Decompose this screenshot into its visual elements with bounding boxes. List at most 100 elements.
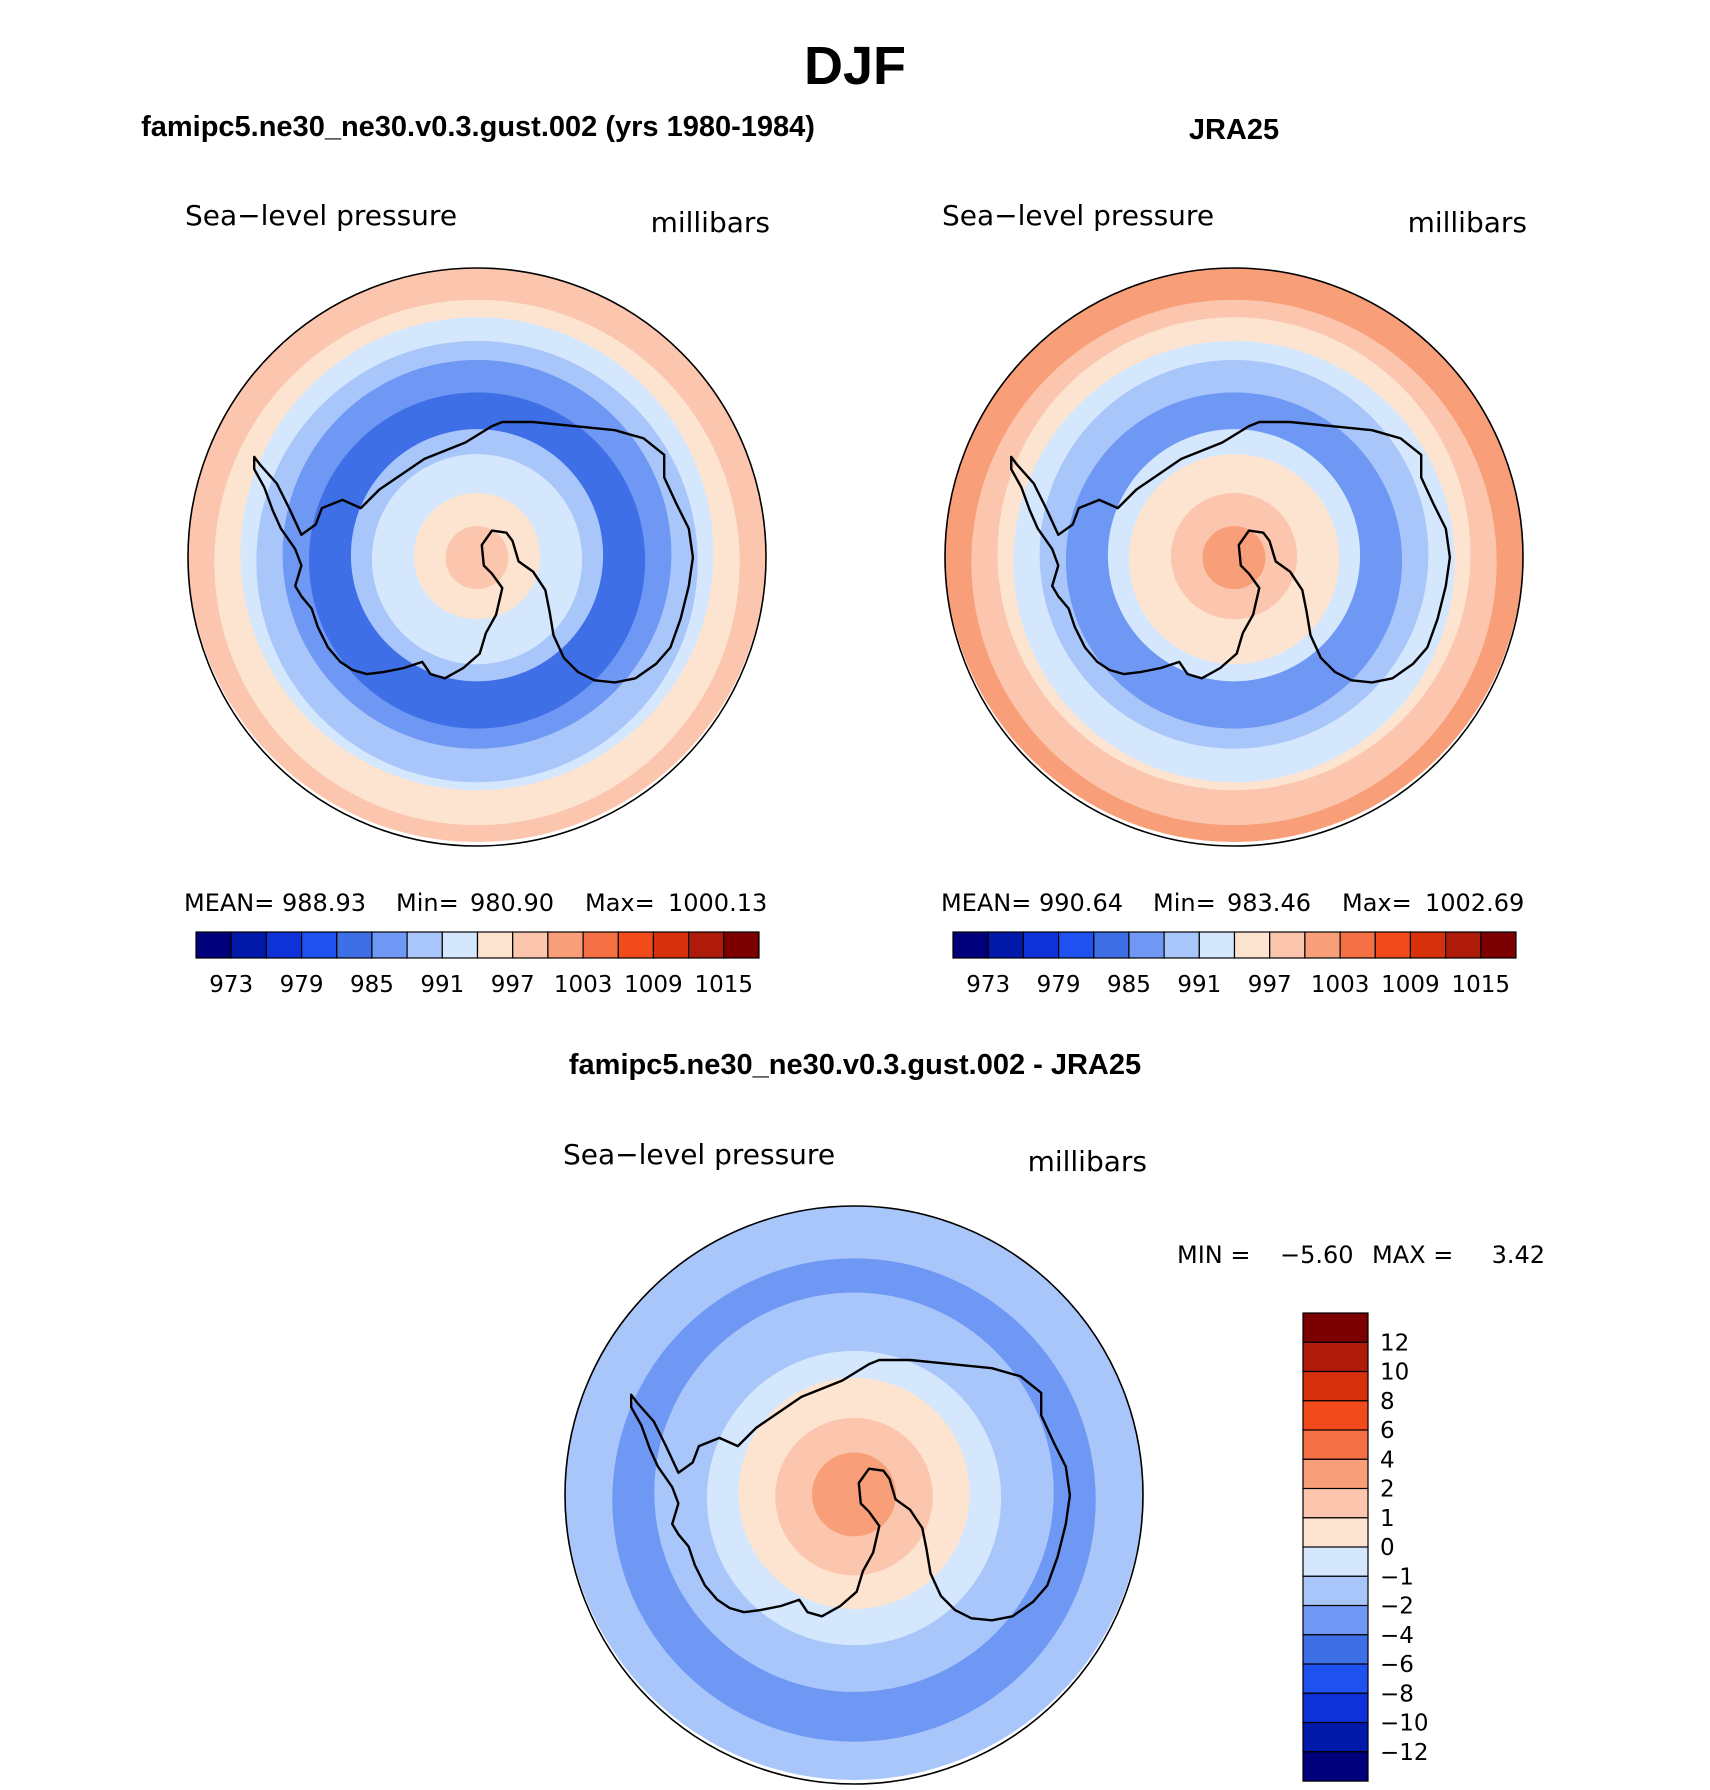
- panel-diff-min-value: −5.60: [1280, 1241, 1354, 1269]
- panel-model-colorbar: 973 979 985 991 997 1003 1009 1015: [195, 931, 760, 998]
- panel-diff-title: famipc5.ne30_ne30.v0.3.gust.002 - JRA25: [569, 1049, 1141, 1081]
- panel-obs-min-value: 983.46: [1227, 889, 1311, 917]
- panel-diff-field: [565, 1206, 1143, 1780]
- panel-obs-mean-value: 990.64: [1039, 889, 1123, 917]
- panel-obs-coastline: [1010, 420, 1452, 684]
- panel-model-colorbar-swatch-8: [476, 931, 514, 959]
- panel-obs-colorbar-swatch-1: [987, 931, 1025, 959]
- panel-model-colorbar-tick-6: 1009: [624, 972, 683, 998]
- panel-diff-colorbar-tick-12: −8: [1380, 1681, 1414, 1707]
- panel-diff-colorbar-tick-3: 6: [1380, 1418, 1395, 1444]
- panel-model-units-label: millibars: [651, 206, 770, 239]
- panel-diff-colorbar-tick-9: −2: [1380, 1594, 1414, 1620]
- panel-diff-colorbar-tick-10: −4: [1380, 1623, 1414, 1649]
- panel-obs-colorbar-tick-6: 1009: [1381, 972, 1440, 998]
- panel-obs-title: JRA25: [1189, 114, 1279, 146]
- panel-obs-colorbar-swatch-10: [1304, 931, 1341, 959]
- panel-model-colorbar-swatch-7: [441, 931, 479, 959]
- panel-model-colorbar-tick-1: 979: [280, 972, 324, 998]
- panel-diff-colorbar-swatch-9: [1302, 1575, 1369, 1607]
- panel-model-colorbar-tick-0: 973: [209, 972, 253, 998]
- panel-diff-colorbar-tick-13: −10: [1380, 1711, 1429, 1737]
- panel-obs: JRA25 Sea−level pressure millibars MEAN=…: [941, 114, 1527, 998]
- panel-obs-band-9: [1202, 526, 1266, 590]
- panel-diff-colorbar-tick-0: 12: [1380, 1330, 1409, 1356]
- panel-obs-colorbar-swatch-4: [1093, 931, 1130, 959]
- panel-obs-colorbar-swatch-6: [1163, 931, 1200, 959]
- panel-diff-colorbar-tick-8: −1: [1380, 1564, 1414, 1590]
- panel-obs-colorbar-tick-0: 973: [966, 972, 1010, 998]
- panel-diff: famipc5.ne30_ne30.v0.3.gust.002 - JRA25 …: [563, 1049, 1545, 1785]
- panel-model-min-value: 980.90: [470, 889, 554, 917]
- panel-obs-colorbar-swatch-2: [1022, 931, 1060, 959]
- panel-diff-coastline: [630, 1358, 1072, 1622]
- panel-obs-colorbar-swatch-5: [1128, 931, 1165, 959]
- panel-obs-colorbar-tick-1: 979: [1037, 972, 1081, 998]
- panel-model-colorbar-swatch-6: [406, 931, 443, 959]
- panel-model-colorbar-swatch-14: [687, 931, 725, 959]
- panel-model-colorbar-swatch-12: [617, 931, 655, 959]
- panel-diff-colorbar-swatch-0: [1302, 1312, 1369, 1343]
- panel-diff-colorbar-tick-6: 1: [1380, 1506, 1395, 1532]
- panel-obs-colorbar-swatch-11: [1339, 931, 1376, 959]
- panel-obs-colorbar-swatch-14: [1444, 931, 1482, 959]
- panel-model-colorbar-tick-4: 997: [491, 972, 535, 998]
- panel-obs-colorbar-swatch-3: [1057, 931, 1095, 959]
- panel-diff-colorbar-swatch-2: [1302, 1370, 1369, 1402]
- panel-diff-colorbar-swatch-6: [1302, 1487, 1369, 1519]
- panel-model-mean-label: MEAN=: [184, 889, 274, 917]
- panel-diff-units-label: millibars: [1028, 1145, 1147, 1178]
- panel-model-map: [187, 267, 767, 847]
- panel-obs-field: [945, 268, 1523, 842]
- panel-model-colorbar-tick-3: 991: [420, 972, 464, 998]
- panel-diff-min-label: MIN =: [1177, 1241, 1250, 1269]
- panel-diff-max-value: 3.42: [1492, 1241, 1545, 1269]
- panel-obs-units-label: millibars: [1408, 206, 1527, 239]
- panel-diff-colorbar-swatch-5: [1302, 1458, 1369, 1490]
- panel-obs-map-border: [944, 267, 1524, 847]
- panel-model-variable-label: Sea−level pressure: [185, 199, 457, 232]
- panel-model-min-label: Min=: [396, 889, 459, 917]
- panel-model: famipc5.ne30_ne30.v0.3.gust.002 (yrs 198…: [141, 111, 815, 998]
- panel-obs-colorbar-swatch-9: [1269, 931, 1306, 959]
- panel-obs-min-label: Min=: [1153, 889, 1216, 917]
- panel-obs-colorbar-tick-3: 991: [1177, 972, 1221, 998]
- panel-model-colorbar-tick-5: 1003: [554, 972, 613, 998]
- panel-obs-colorbar-tick-4: 997: [1248, 972, 1292, 998]
- panel-diff-colorbar-tick-14: −12: [1380, 1740, 1429, 1766]
- panel-model-max-value: 1000.13: [668, 889, 767, 917]
- panel-diff-colorbar-tick-1: 10: [1380, 1360, 1409, 1386]
- panel-obs-colorbar: 973 979 985 991 997 1003 1009 1015: [952, 931, 1517, 998]
- panel-model-coastline: [253, 420, 695, 684]
- panel-model-colorbar-swatch-0: [195, 931, 232, 959]
- panel-model-colorbar-tick-2: 985: [350, 972, 394, 998]
- panel-model-colorbar-swatch-9: [512, 931, 549, 959]
- panel-diff-colorbar-swatch-8: [1302, 1546, 1369, 1577]
- panel-diff-band-6: [812, 1452, 896, 1537]
- panel-diff-colorbar-tick-7: 0: [1380, 1535, 1395, 1561]
- panel-diff-map-border: [564, 1205, 1144, 1785]
- panel-model-colorbar-swatch-10: [547, 931, 584, 959]
- panel-diff-max-label: MAX =: [1372, 1241, 1453, 1269]
- panel-obs-variable-label: Sea−level pressure: [942, 199, 1214, 232]
- panel-obs-colorbar-swatch-0: [952, 931, 989, 959]
- panel-diff-colorbar-tick-2: 8: [1380, 1389, 1395, 1415]
- panel-model-colorbar-swatch-11: [582, 931, 619, 959]
- panel-model-mean-value: 988.93: [282, 889, 366, 917]
- panel-diff-colorbar-tick-11: −6: [1380, 1652, 1414, 1678]
- panel-diff-colorbar-tick-5: 2: [1380, 1477, 1395, 1503]
- panel-diff-colorbar-swatch-7: [1302, 1517, 1369, 1548]
- panel-obs-max-label: Max=: [1342, 889, 1412, 917]
- panel-diff-colorbar-swatch-13: [1302, 1692, 1369, 1724]
- panel-model-colorbar-swatch-1: [230, 931, 267, 959]
- panel-obs-max-value: 1002.69: [1425, 889, 1524, 917]
- panel-model-title: famipc5.ne30_ne30.v0.3.gust.002 (yrs 198…: [141, 111, 815, 143]
- figure-title: DJF: [804, 36, 906, 96]
- panel-model-colorbar-tick-7: 1015: [695, 972, 754, 998]
- panel-obs-mean-label: MEAN=: [941, 889, 1031, 917]
- panel-model-map-border: [187, 267, 767, 847]
- panel-model-colorbar-swatch-3: [301, 931, 338, 959]
- panel-model-colorbar-swatch-5: [371, 931, 408, 959]
